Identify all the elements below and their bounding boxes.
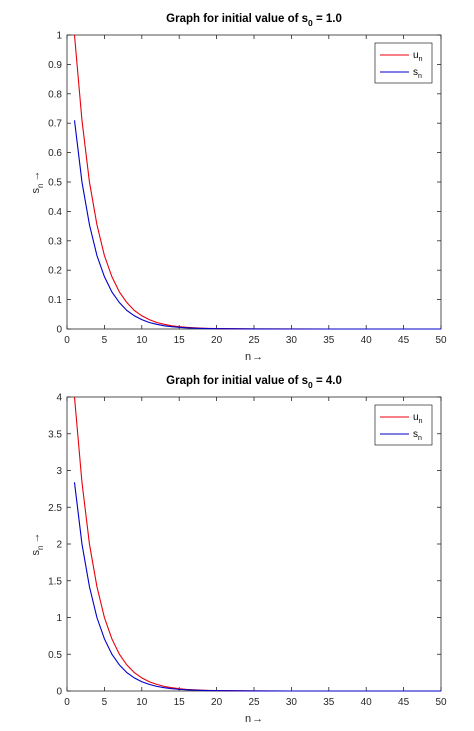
- y-tick-label: 0.1: [48, 295, 62, 306]
- x-axis-label: n→: [245, 713, 263, 725]
- x-tick-label: 45: [398, 335, 410, 346]
- chart-title-subscript: 0: [308, 18, 313, 28]
- x-tick-label: 40: [361, 335, 373, 346]
- legend-label-text: s: [413, 429, 418, 440]
- y-axis-label-text: s: [30, 187, 42, 193]
- x-tick-label: 20: [211, 335, 223, 346]
- legend-box: [374, 42, 433, 84]
- y-tick-label: 0.8: [48, 89, 62, 100]
- chart-title-text: Graph for initial value of s: [166, 375, 308, 387]
- y-axis-arrow: →: [30, 533, 42, 544]
- x-tick-label: 15: [174, 335, 186, 346]
- chart-1: 0 5 10 15 20 25 30 35 40 45 5000.10.20.30.40.50.60…: [30, 13, 447, 363]
- chart-title-text: Graph for initial value of s: [166, 13, 308, 25]
- x-tick-label: 10: [136, 697, 148, 708]
- legend-box: [374, 404, 433, 446]
- y-tick-label: 0.5: [48, 178, 62, 189]
- legend-label-s: sn: [413, 67, 422, 80]
- chart-title-suffix: = 4.0: [313, 375, 342, 387]
- chart-title-suffix: = 1.0: [313, 13, 342, 25]
- legend-label-text: u: [413, 50, 419, 61]
- x-tick-label: 0: [64, 697, 70, 708]
- x-tick-label: 30: [286, 697, 298, 708]
- legend-label-subscript: n: [419, 56, 423, 63]
- x-axis-arrow: →: [252, 351, 263, 363]
- x-axis-arrow: →: [252, 713, 263, 725]
- x-tick-label: 20: [211, 697, 223, 708]
- x-axis-label-text: n: [245, 713, 251, 725]
- y-axis-label-subscript: n: [36, 184, 45, 188]
- y-tick-label: 2: [56, 540, 62, 551]
- legend-label-subscript: n: [419, 418, 423, 425]
- y-tick-label: 1: [56, 613, 62, 624]
- y-axis-label: sn →: [30, 171, 45, 194]
- y-tick-label: 0.5: [48, 650, 62, 661]
- x-tick-label: 45: [398, 697, 410, 708]
- y-tick-label: 0.9: [48, 60, 62, 71]
- y-tick-label: 0: [56, 687, 62, 698]
- y-tick-label: 0.6: [48, 148, 62, 159]
- y-axis-label-subscript: n: [36, 546, 45, 550]
- chart-2: 0 5 10 15 20 25 30 35 40 45 50 0 0.5 1 1.5 2 2.5 3 3.5 4 Gra…: [30, 375, 447, 725]
- y-tick-label: 0: [56, 325, 62, 336]
- legend-label-subscript: n: [418, 435, 422, 442]
- y-axis-label: sn →: [30, 533, 45, 556]
- x-tick-label: 40: [361, 697, 373, 708]
- x-tick-label: 0: [64, 335, 70, 346]
- y-tick-label: 3: [56, 466, 62, 477]
- x-axis-label: n→: [245, 351, 263, 363]
- x-tick-label: 30: [286, 335, 298, 346]
- y-tick-label: 0.3: [48, 236, 62, 247]
- x-tick-label: 25: [248, 335, 260, 346]
- legend-label-subscript: n: [418, 73, 422, 80]
- x-tick-label: 10: [136, 335, 148, 346]
- y-tick-label: 1.5: [48, 576, 62, 587]
- legend-label-text: u: [413, 412, 419, 423]
- x-axis-label-text: n: [245, 351, 251, 363]
- series-line-s: [73, 482, 441, 692]
- plot-area: [66, 396, 442, 692]
- y-tick-label: 0.2: [48, 266, 62, 277]
- legend-label-s: sn: [413, 429, 422, 442]
- y-tick-label: 4: [56, 393, 62, 404]
- series-line-s: [73, 120, 441, 330]
- y-tick-label: 0.4: [48, 207, 62, 218]
- x-tick-label: 50: [435, 335, 447, 346]
- x-tick-label: 5: [102, 335, 108, 346]
- y-tick-label: 2.5: [48, 503, 62, 514]
- chart-title: Graph for initial value of s0 = 1.0: [166, 13, 342, 28]
- y-tick-label: 1: [56, 31, 62, 42]
- legend-label-text: s: [413, 67, 418, 78]
- legend-label-u: un: [413, 50, 423, 63]
- x-tick-label: 50: [435, 697, 447, 708]
- plot-area: [66, 34, 442, 330]
- x-tick-label: 25: [248, 697, 260, 708]
- chart-title: Graph for initial value of s0 = 4.0: [166, 375, 342, 390]
- y-axis-arrow: →: [30, 171, 42, 182]
- y-tick-label: 3.5: [48, 429, 62, 440]
- y-axis-label-text: s: [30, 549, 42, 555]
- x-tick-label: 35: [323, 335, 335, 346]
- y-tick-label: 0.7: [48, 119, 62, 130]
- legend-label-u: un: [413, 412, 423, 425]
- x-tick-label: 5: [102, 697, 108, 708]
- chart-title-subscript: 0: [308, 380, 313, 390]
- x-tick-label: 15: [174, 697, 186, 708]
- x-tick-label: 35: [323, 697, 335, 708]
